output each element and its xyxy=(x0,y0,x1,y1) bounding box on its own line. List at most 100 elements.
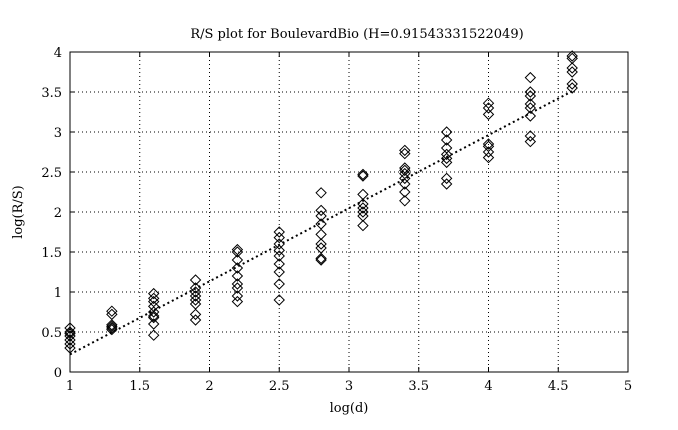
data-point-diamond xyxy=(315,254,327,266)
y-tick-label: 1.5 xyxy=(41,246,62,261)
data-point-diamond xyxy=(399,178,411,190)
x-tick-label: 4 xyxy=(484,379,492,394)
data-point-diamond xyxy=(147,306,160,318)
data-point-diamond xyxy=(231,254,244,266)
data-point-diamond xyxy=(357,188,369,201)
data-point-diamond xyxy=(315,218,327,230)
y-tick-label: 4 xyxy=(54,46,62,61)
x-tick-label: 3.5 xyxy=(408,379,429,394)
data-point-diamond xyxy=(357,198,369,210)
data-point-diamond xyxy=(147,300,160,313)
data-point-diamond xyxy=(231,246,244,258)
data-point-diamond xyxy=(315,242,327,254)
data-point-diamond xyxy=(399,144,411,157)
y-tick-label: 0 xyxy=(54,366,62,381)
data-point-diamond xyxy=(357,219,369,232)
data-point-diamond xyxy=(440,134,453,146)
data-point-diamond xyxy=(64,322,76,334)
y-tick-label: 0.5 xyxy=(41,326,62,341)
data-point-diamond xyxy=(524,71,537,84)
x-tick-label: 5 xyxy=(624,379,632,394)
data-point-diamond xyxy=(315,228,327,241)
data-point-diamond xyxy=(315,210,327,222)
data-point-diamond xyxy=(273,244,285,257)
data-point-diamond xyxy=(147,329,160,341)
data-point-diamond xyxy=(566,66,578,78)
data-point-diamond xyxy=(64,327,76,340)
data-point-diamond xyxy=(189,308,202,321)
data-point-diamond xyxy=(315,204,327,217)
data-point-diamond xyxy=(357,168,369,181)
data-point-diamond xyxy=(315,238,327,250)
data-point-diamond xyxy=(315,252,327,265)
y-tick-label: 1 xyxy=(54,286,62,301)
data-point-diamond xyxy=(482,138,495,150)
data-point-diamond xyxy=(566,50,578,62)
data-point-diamond xyxy=(189,314,202,326)
data-point-diamond xyxy=(147,292,160,305)
data-point-diamond xyxy=(231,295,244,308)
x-axis-label: log(d) xyxy=(330,401,369,416)
data-point-diamond xyxy=(482,108,495,121)
data-point-diamond xyxy=(399,164,411,177)
data-point-diamond xyxy=(566,78,578,90)
data-point-diamond xyxy=(106,305,118,317)
data-point-diamond xyxy=(440,148,453,161)
data-point-diamond xyxy=(566,62,578,74)
data-point-diamond xyxy=(147,287,160,300)
data-point-diamond xyxy=(399,195,411,207)
chart-title: R/S plot for BoulevardBio (H=0.915433315… xyxy=(190,27,523,42)
y-tick-label: 2.5 xyxy=(41,166,62,181)
data-point-diamond xyxy=(147,318,160,330)
data-point-diamond xyxy=(273,258,285,270)
data-point-diamond xyxy=(106,308,118,321)
x-tick-label: 4.5 xyxy=(548,379,569,394)
data-point-diamond xyxy=(273,231,285,244)
data-point-diamond xyxy=(482,102,495,114)
data-point-diamond xyxy=(189,274,202,286)
data-point-diamond xyxy=(482,97,495,109)
x-tick-label: 2 xyxy=(205,379,213,394)
data-point-diamond xyxy=(524,98,537,110)
data-point-diamond xyxy=(399,162,411,174)
data-point-diamond xyxy=(231,270,244,282)
x-tick-label: 3 xyxy=(345,379,353,394)
data-point-diamond xyxy=(440,178,453,190)
data-point-diamond xyxy=(399,147,411,160)
data-point-diamond xyxy=(524,130,537,142)
fit-line-layer xyxy=(69,90,573,356)
data-point-diamond xyxy=(231,262,244,274)
data-point-diamond xyxy=(231,243,244,256)
data-point-diamond xyxy=(106,320,118,333)
data-point-diamond xyxy=(273,266,285,278)
data-point-diamond xyxy=(231,278,244,290)
x-tick-label: 2.5 xyxy=(269,379,290,394)
x-tick-label: 1 xyxy=(66,379,74,394)
data-point-diamond xyxy=(440,142,453,154)
data-point-diamond xyxy=(147,311,160,324)
data-point-diamond xyxy=(231,290,244,302)
data-point-diamond xyxy=(273,278,285,290)
x-tick-label: 1.5 xyxy=(129,379,150,394)
data-point-diamond xyxy=(482,151,495,164)
data-point-diamond xyxy=(273,294,285,306)
fit-line xyxy=(69,90,573,356)
axis-ticks: 1 1.5 2 2.5 3 3.5 4 4.5 5 0 0.5 1 1.5 2 2.5 3 3.5 4 xyxy=(41,46,632,394)
data-point-diamond xyxy=(273,250,285,262)
data-point-diamond xyxy=(106,319,118,331)
data-point-diamond xyxy=(440,126,453,138)
y-tick-label: 3 xyxy=(54,126,62,141)
data-point-diamond xyxy=(524,135,537,148)
data-point-diamond xyxy=(440,172,453,185)
data-point-diamond xyxy=(566,52,578,65)
data-point-diamond xyxy=(357,170,369,182)
data-point-diamond xyxy=(399,186,411,198)
y-tick-label: 3.5 xyxy=(41,86,62,101)
data-point-diamond xyxy=(482,140,495,153)
data-point-diamond xyxy=(524,86,537,98)
data-point-diamond xyxy=(273,226,285,238)
y-axis-label: log(R/S) xyxy=(11,185,26,239)
data-point-diamond xyxy=(482,146,495,158)
data-point-diamond xyxy=(315,187,327,199)
